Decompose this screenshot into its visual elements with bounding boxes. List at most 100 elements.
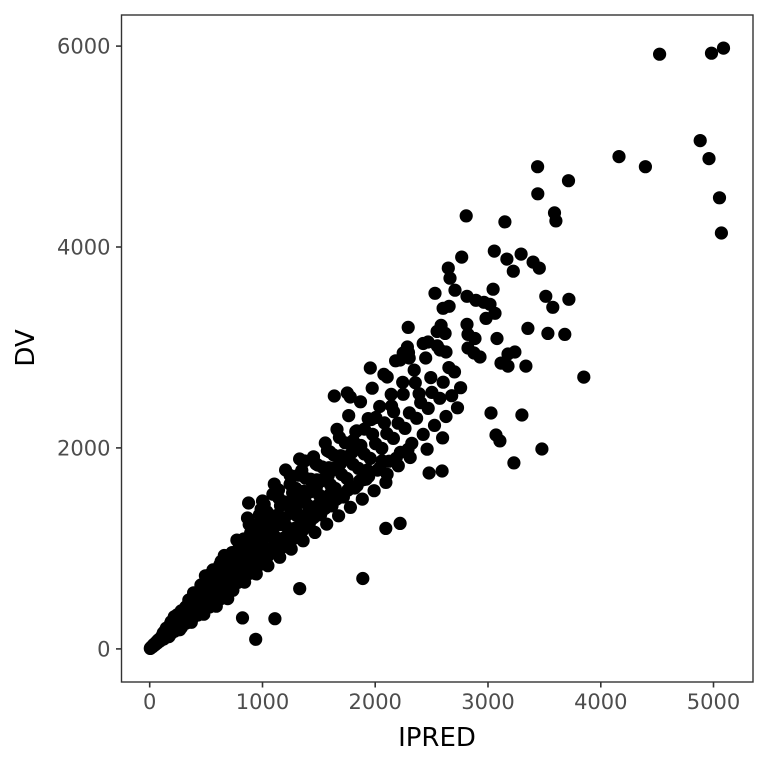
x-tick-label: 2000 <box>348 690 401 714</box>
data-point <box>443 271 457 285</box>
data-point <box>428 286 442 300</box>
data-point <box>235 611 250 625</box>
data-point <box>514 247 528 261</box>
data-point <box>419 351 433 365</box>
data-point <box>442 299 456 313</box>
data-point <box>612 150 626 164</box>
data-point <box>484 406 498 420</box>
data-point <box>407 363 421 377</box>
data-point <box>507 456 521 470</box>
data-point <box>387 405 401 419</box>
data-point <box>420 442 434 456</box>
y-axis-title: DV <box>11 329 41 367</box>
data-point <box>712 191 727 205</box>
data-point <box>320 517 334 531</box>
data-point <box>410 411 424 425</box>
data-point <box>532 261 546 275</box>
data-point <box>702 152 716 166</box>
data-point <box>293 582 307 596</box>
data-point <box>270 509 285 523</box>
data-point <box>693 134 707 148</box>
y-tick-label: 4000 <box>57 236 110 260</box>
x-tick-label: 5000 <box>687 690 740 714</box>
data-point <box>435 464 449 478</box>
x-tick-label: 3000 <box>461 690 514 714</box>
data-point <box>433 391 447 405</box>
data-point <box>332 509 346 523</box>
data-point <box>384 387 398 401</box>
data-point <box>363 451 377 465</box>
data-point <box>389 354 403 368</box>
data-point <box>356 571 370 586</box>
data-point <box>521 321 535 335</box>
data-point <box>487 244 501 258</box>
data-point <box>393 516 407 531</box>
panel-border <box>120 14 754 683</box>
data-point <box>380 467 394 481</box>
data-point <box>403 450 417 465</box>
data-point <box>500 252 514 266</box>
data-point <box>365 381 379 395</box>
data-point <box>546 300 560 314</box>
data-point <box>308 525 322 540</box>
data-point <box>501 359 515 373</box>
data-point <box>716 41 731 55</box>
x-axis-title: IPRED <box>398 723 476 753</box>
data-point <box>401 320 415 334</box>
data-point <box>340 471 354 486</box>
data-point <box>448 283 462 297</box>
data-point <box>291 468 305 482</box>
data-point <box>379 521 393 536</box>
data-point <box>355 492 369 506</box>
data-point <box>268 612 282 626</box>
data-point <box>430 324 444 338</box>
data-point <box>519 359 533 373</box>
data-point <box>460 317 474 331</box>
data-point <box>360 463 374 477</box>
data-point <box>391 459 405 473</box>
data-point <box>459 209 473 223</box>
data-point <box>408 376 422 390</box>
data-point <box>363 361 377 375</box>
data-point <box>439 409 453 424</box>
data-point <box>541 326 555 340</box>
data-point <box>386 431 400 445</box>
data-point <box>447 365 462 379</box>
data-point <box>653 47 667 61</box>
data-point <box>257 497 271 511</box>
data-point <box>427 418 442 432</box>
data-point <box>498 215 512 229</box>
data-point <box>531 160 545 174</box>
data-point <box>400 340 414 354</box>
data-point <box>343 500 357 514</box>
data-point <box>454 381 468 395</box>
x-tick-label: 0 <box>143 690 156 714</box>
data-point <box>377 416 391 430</box>
data-point <box>398 421 412 435</box>
data-point <box>396 375 410 389</box>
data-point <box>506 264 520 278</box>
data-point <box>531 187 545 201</box>
x-tick-label: 4000 <box>574 690 627 714</box>
data-point <box>479 311 493 325</box>
data-point <box>515 408 529 422</box>
data-point <box>441 261 455 275</box>
data-point <box>342 409 356 423</box>
data-point <box>177 616 192 631</box>
data-point <box>493 434 507 448</box>
data-point <box>455 250 469 264</box>
data-point <box>638 160 653 174</box>
data-point <box>714 226 729 240</box>
data-point <box>445 389 459 403</box>
data-point <box>424 371 438 385</box>
data-point <box>421 401 435 415</box>
y-tick-label: 2000 <box>57 436 110 460</box>
data-point <box>577 370 591 384</box>
data-point <box>396 387 410 401</box>
data-point <box>535 442 549 456</box>
y-tick-label: 6000 <box>57 35 110 59</box>
data-point <box>508 345 522 359</box>
data-point <box>367 484 381 498</box>
y-tick-label: 0 <box>97 637 110 661</box>
